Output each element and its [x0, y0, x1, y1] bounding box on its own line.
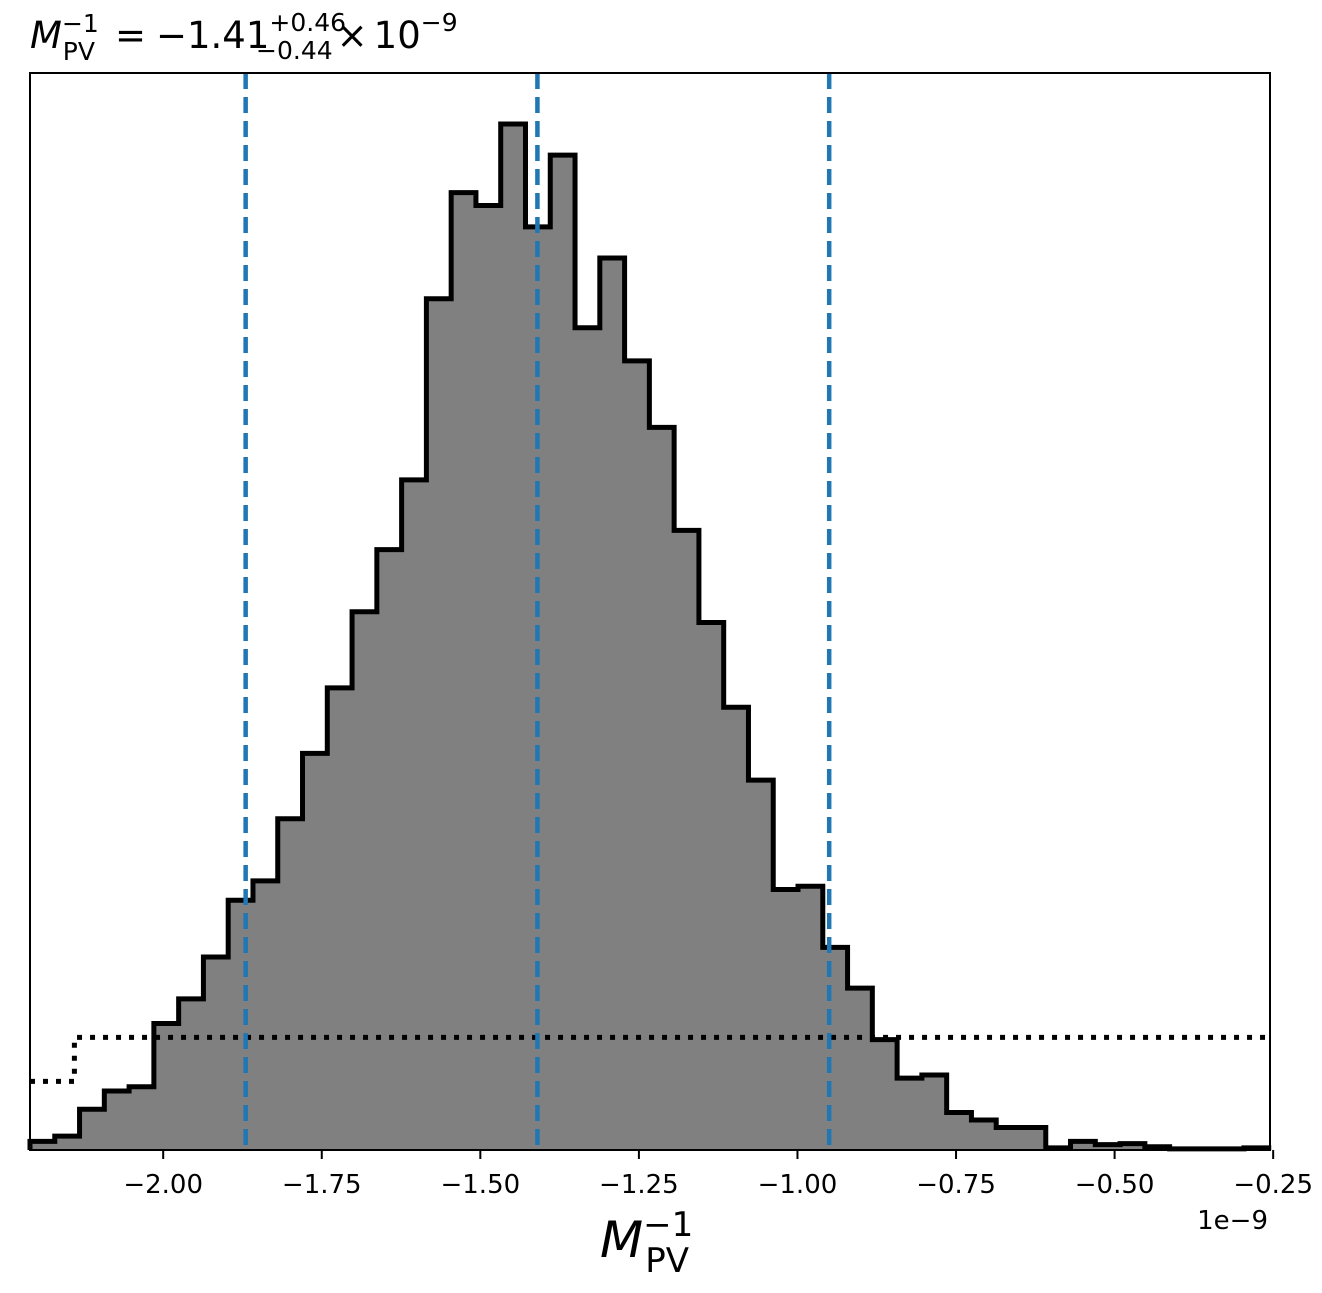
- title-superscript: −1: [62, 9, 99, 38]
- histogram-outline: [27, 121, 1272, 1152]
- histogram-bar: [178, 998, 205, 1150]
- histogram-bar: [302, 753, 328, 1150]
- histogram-bar: [1020, 1127, 1047, 1150]
- histogram-bar: [475, 205, 502, 1151]
- x-tick-label: −1.25: [599, 1170, 679, 1200]
- histogram-bar: [897, 1078, 923, 1150]
- histogram-bars: [27, 121, 1272, 1152]
- histogram-bar: [500, 124, 527, 1150]
- x-axis-label: M−1 PV: [600, 1205, 693, 1281]
- xlabel-symbol: M: [600, 1211, 643, 1269]
- histogram-bar: [352, 611, 378, 1150]
- title-exponent: −9: [421, 8, 458, 37]
- histogram-bar: [54, 1136, 81, 1150]
- histogram-bar: [624, 360, 650, 1150]
- histogram-bar: [426, 298, 452, 1151]
- histogram-bar: [153, 1023, 180, 1150]
- title-symbol: M: [30, 14, 62, 57]
- histogram-bar: [203, 957, 229, 1150]
- title-lower: −0.44: [256, 36, 333, 65]
- quantile-lines: [243, 73, 832, 1150]
- histogram-bar: [599, 258, 626, 1150]
- xlabel-superscript: −1: [643, 1205, 693, 1245]
- histogram-bar: [1095, 1144, 1121, 1150]
- histogram-bar: [872, 1039, 898, 1150]
- histogram-bar: [649, 427, 675, 1150]
- title-median: −1.41: [156, 14, 269, 57]
- histogram-bar: [228, 900, 254, 1150]
- x-tick-label: −1.00: [758, 1170, 838, 1200]
- title-upper: +0.46: [269, 8, 346, 37]
- histogram-bar: [674, 530, 700, 1150]
- title-times: ×: [337, 14, 368, 57]
- histogram-bar: [1070, 1141, 1096, 1150]
- title-base: 10: [374, 14, 421, 57]
- histogram-bar: [104, 1091, 130, 1150]
- histogram-bar: [79, 1109, 105, 1150]
- x-tick-label: −1.75: [282, 1170, 362, 1200]
- histogram-bar: [822, 947, 849, 1150]
- histogram-bar: [847, 988, 873, 1150]
- histogram-bar: [773, 889, 799, 1150]
- histogram-bar: [748, 780, 774, 1150]
- histogram-bar: [921, 1074, 948, 1150]
- title-equals: =: [115, 14, 146, 57]
- histogram-bar: [277, 818, 304, 1150]
- axes-frame: [29, 72, 1271, 1151]
- histogram-bar: [327, 687, 353, 1150]
- histogram-bar: [129, 1086, 155, 1150]
- histogram-bar: [996, 1127, 1022, 1150]
- xlabel-subscript: PV: [645, 1241, 689, 1281]
- histogram-bar: [1120, 1143, 1146, 1150]
- histogram-bar: [575, 327, 601, 1150]
- title-subscript: PV: [63, 37, 95, 66]
- prior-curve: [30, 1034, 1270, 1084]
- histogram-bar: [401, 479, 427, 1150]
- histogram-bar: [550, 155, 576, 1150]
- prior-line: [30, 1034, 1270, 1084]
- histogram-bar: [451, 192, 477, 1150]
- x-tick-label: −1.50: [440, 1170, 520, 1200]
- histogram-bar: [971, 1119, 997, 1150]
- histogram-bar: [376, 549, 403, 1150]
- histogram-bar: [698, 622, 725, 1150]
- x-tick-label: −0.50: [1075, 1170, 1155, 1200]
- offset-text: 1e−9: [1197, 1206, 1268, 1236]
- x-tick-label: −0.75: [916, 1170, 996, 1200]
- histogram-bar: [946, 1112, 973, 1150]
- histogram-bar: [798, 886, 824, 1150]
- histogram-bar: [723, 707, 750, 1150]
- histogram-bar: [30, 1141, 56, 1150]
- x-tick-label: −0.25: [1233, 1170, 1313, 1200]
- x-tick-label: −2.00: [123, 1170, 203, 1200]
- chart-title: M−1 PV = −1.41+0.46 −0.44 × 10−9: [30, 8, 458, 66]
- histogram-bar: [252, 880, 279, 1150]
- x-axis-ticks: −2.00 −1.75 −1.50 −1.25 −1.00 −0.75 −0.50 −0.25: [123, 1150, 1313, 1200]
